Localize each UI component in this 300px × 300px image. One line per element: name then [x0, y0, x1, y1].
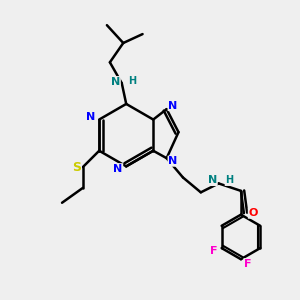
Text: N: N: [168, 156, 177, 166]
Text: N: N: [113, 164, 123, 174]
Text: H: H: [225, 176, 233, 185]
Text: N: N: [168, 100, 177, 111]
Text: S: S: [72, 160, 81, 174]
Text: H: H: [128, 76, 136, 86]
Text: O: O: [248, 208, 258, 218]
Text: F: F: [210, 246, 217, 256]
Text: F: F: [244, 259, 251, 269]
Text: N: N: [111, 76, 120, 87]
Text: N: N: [208, 176, 217, 185]
Text: N: N: [86, 112, 96, 122]
